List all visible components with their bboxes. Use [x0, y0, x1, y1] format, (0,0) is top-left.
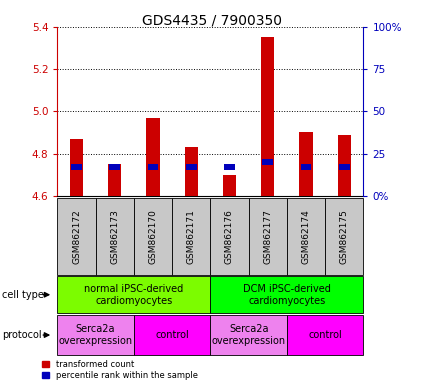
- Bar: [172, 198, 210, 275]
- Bar: [339, 164, 350, 170]
- Bar: [262, 159, 273, 165]
- Text: GSM862174: GSM862174: [301, 209, 311, 263]
- Text: GSM862171: GSM862171: [187, 209, 196, 263]
- Text: protocol: protocol: [2, 330, 42, 340]
- Bar: [325, 198, 363, 275]
- Text: Serca2a
overexpression: Serca2a overexpression: [59, 324, 133, 346]
- Bar: [57, 315, 134, 355]
- Bar: [249, 198, 287, 275]
- Bar: [108, 164, 122, 196]
- Bar: [134, 315, 210, 355]
- Text: Serca2a
overexpression: Serca2a overexpression: [212, 324, 286, 346]
- Bar: [223, 175, 236, 196]
- Bar: [109, 164, 120, 170]
- Legend: transformed count, percentile rank within the sample: transformed count, percentile rank withi…: [42, 360, 198, 380]
- Text: GSM862170: GSM862170: [148, 209, 158, 263]
- Bar: [134, 198, 172, 275]
- Bar: [300, 164, 312, 170]
- Text: GSM862175: GSM862175: [340, 209, 349, 263]
- Bar: [184, 147, 198, 196]
- Text: DCM iPSC-derived
cardiomyocytes: DCM iPSC-derived cardiomyocytes: [243, 284, 331, 306]
- Bar: [186, 164, 197, 170]
- Text: cell type: cell type: [2, 290, 44, 300]
- Bar: [57, 198, 96, 275]
- Bar: [70, 139, 83, 196]
- Bar: [224, 164, 235, 170]
- Text: GSM862172: GSM862172: [72, 209, 81, 263]
- Bar: [147, 164, 159, 170]
- Bar: [261, 38, 275, 196]
- Bar: [210, 276, 363, 313]
- Text: GSM862173: GSM862173: [110, 209, 119, 263]
- Text: control: control: [155, 330, 189, 340]
- Bar: [57, 276, 210, 313]
- Bar: [299, 132, 313, 196]
- Bar: [96, 198, 134, 275]
- Bar: [146, 118, 160, 196]
- Bar: [210, 315, 287, 355]
- Bar: [71, 164, 82, 170]
- Text: GDS4435 / 7900350: GDS4435 / 7900350: [142, 13, 283, 27]
- Bar: [210, 198, 249, 275]
- Text: normal iPSC-derived
cardiomyocytes: normal iPSC-derived cardiomyocytes: [84, 284, 184, 306]
- Bar: [287, 198, 325, 275]
- Text: GSM862177: GSM862177: [263, 209, 272, 263]
- Bar: [337, 135, 351, 196]
- Text: GSM862176: GSM862176: [225, 209, 234, 263]
- Text: control: control: [308, 330, 342, 340]
- Bar: [287, 315, 363, 355]
